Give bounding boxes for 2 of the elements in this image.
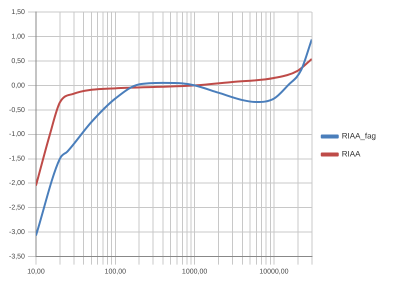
- legend-label: RIAA: [342, 150, 362, 159]
- legend-label: RIAA_fag: [342, 132, 376, 141]
